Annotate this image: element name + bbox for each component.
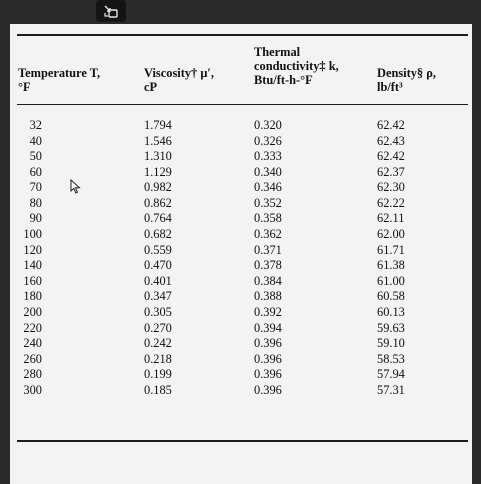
conductivity-column: 0.320 0.326 0.333 0.340 0.346 0.352 0.358 0.362… — [254, 118, 282, 398]
exit-fullscreen-button[interactable] — [96, 0, 126, 22]
temperature-cell: 80 — [29, 195, 42, 210]
header-rule — [17, 104, 468, 105]
viscosity-cell: 0.347 — [144, 289, 172, 304]
table-top-rule — [17, 34, 468, 36]
temperature-cell: 120 — [23, 242, 42, 257]
density-cell: 61.38 — [377, 258, 405, 273]
density-cell: 59.63 — [377, 320, 405, 335]
mouse-pointer-icon — [70, 179, 81, 194]
conductivity-cell: 0.340 — [254, 164, 282, 179]
viscosity-cell: 0.682 — [144, 227, 172, 242]
table-bottom-rule — [17, 440, 468, 442]
temperature-cell: 70 — [29, 180, 42, 195]
viscosity-cell: 1.310 — [144, 149, 172, 164]
conductivity-cell: 0.333 — [254, 149, 282, 164]
density-cell: 60.58 — [377, 289, 405, 304]
temperature-cell: 60 — [29, 164, 42, 179]
temperature-cell: 50 — [29, 149, 42, 164]
temperature-cell: 160 — [23, 273, 42, 288]
viscosity-cell: 0.270 — [144, 320, 172, 335]
viscosity-cell: 1.129 — [144, 164, 172, 179]
temperature-cell: 140 — [23, 258, 42, 273]
conductivity-cell: 0.346 — [254, 180, 282, 195]
conductivity-cell: 0.358 — [254, 211, 282, 226]
conductivity-cell: 0.352 — [254, 195, 282, 210]
conductivity-cell: 0.394 — [254, 320, 282, 335]
density-cell: 62.42 — [377, 149, 405, 164]
temperature-cell: 220 — [23, 320, 42, 335]
conductivity-cell: 0.384 — [254, 273, 282, 288]
density-cell: 62.30 — [377, 180, 405, 195]
viscosity-cell: 1.794 — [144, 118, 172, 132]
density-cell: 57.31 — [377, 382, 405, 397]
density-cell: 62.11 — [377, 211, 405, 226]
temperature-cell: 40 — [29, 133, 42, 148]
density-cell: 61.00 — [377, 273, 405, 288]
viscosity-cell: 0.401 — [144, 273, 172, 288]
conductivity-cell: 0.396 — [254, 367, 282, 382]
conductivity-cell: 0.378 — [254, 258, 282, 273]
conductivity-cell: 0.362 — [254, 227, 282, 242]
header-density: Density§ ρ, lb/ft³ — [377, 66, 436, 94]
density-cell: 58.53 — [377, 351, 405, 366]
temperature-cell: 260 — [23, 351, 42, 366]
temperature-cell: 200 — [23, 304, 42, 319]
density-cell: 60.13 — [377, 304, 405, 319]
conductivity-cell: 0.320 — [254, 118, 282, 132]
exit-fullscreen-icon — [104, 5, 118, 18]
temperature-cell: 180 — [23, 289, 42, 304]
header-thermal-conductivity: Thermal conductivity‡ k, Btu/ft-h-°F — [254, 45, 339, 87]
density-column: 62.42 62.43 62.42 62.37 62.30 62.22 62.11 62.00… — [377, 118, 405, 398]
density-cell: 57.94 — [377, 367, 405, 382]
density-cell: 62.37 — [377, 164, 405, 179]
viscosity-cell: 0.218 — [144, 351, 172, 366]
viscosity-column: 1.794 1.546 1.310 1.129 0.982 0.862 0.764 0.682… — [144, 118, 172, 398]
viscosity-cell: 0.305 — [144, 304, 172, 319]
density-cell: 62.43 — [377, 133, 405, 148]
viscosity-cell: 0.185 — [144, 382, 172, 397]
conductivity-cell: 0.326 — [254, 133, 282, 148]
conductivity-cell: 0.388 — [254, 289, 282, 304]
density-cell: 61.71 — [377, 242, 405, 257]
header-temperature: Temperature T, °F — [18, 66, 101, 94]
viscosity-cell: 0.199 — [144, 367, 172, 382]
temperature-column: 32 40 50 60 70 80 90 100 120 140 160 180 200 220 240 26… — [18, 118, 42, 398]
temperature-cell: 100 — [23, 227, 42, 242]
viscosity-cell: 0.862 — [144, 195, 172, 210]
viscosity-cell: 0.982 — [144, 180, 172, 195]
viscosity-cell: 0.559 — [144, 242, 172, 257]
temperature-cell: 280 — [23, 367, 42, 382]
viscosity-cell: 0.764 — [144, 211, 172, 226]
density-cell: 62.00 — [377, 227, 405, 242]
document-page: Temperature T, °F Viscosity† μ′, cP Ther… — [10, 24, 472, 484]
viscosity-cell: 0.242 — [144, 336, 172, 351]
density-cell: 62.22 — [377, 195, 405, 210]
temperature-cell: 90 — [29, 211, 42, 226]
conductivity-cell: 0.396 — [254, 382, 282, 397]
header-viscosity: Viscosity† μ′, cP — [144, 66, 214, 94]
viscosity-cell: 1.546 — [144, 133, 172, 148]
temperature-cell: 32 — [29, 118, 42, 132]
conductivity-cell: 0.371 — [254, 242, 282, 257]
density-cell: 62.42 — [377, 118, 405, 132]
viscosity-cell: 0.470 — [144, 258, 172, 273]
temperature-cell: 240 — [23, 336, 42, 351]
density-cell: 59.10 — [377, 336, 405, 351]
temperature-cell: 300 — [23, 382, 42, 397]
conductivity-cell: 0.392 — [254, 304, 282, 319]
conductivity-cell: 0.396 — [254, 351, 282, 366]
conductivity-cell: 0.396 — [254, 336, 282, 351]
